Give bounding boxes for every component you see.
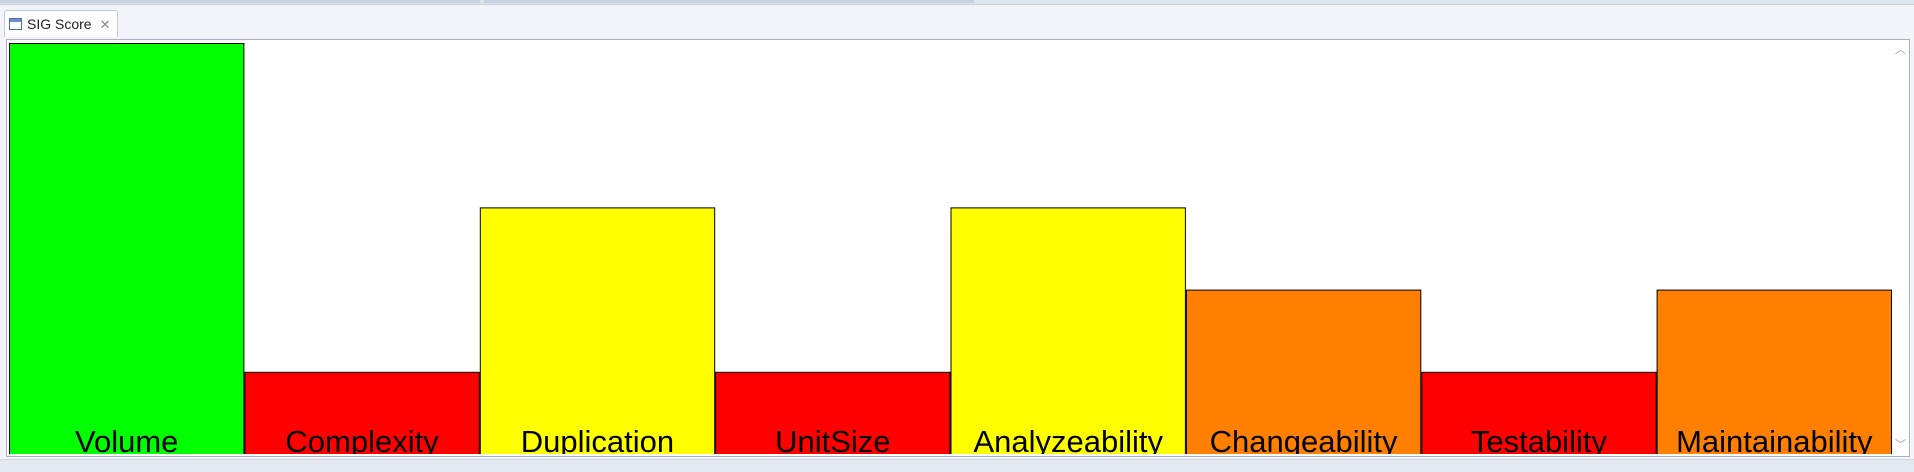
sig-score-view: SIG Score ✕ Volume Complexity Duplication U… xyxy=(0,4,1914,460)
top-strip-segment xyxy=(484,0,974,3)
bar-chart-svg: Volume Complexity Duplication UnitSize Analy… xyxy=(9,43,1892,454)
category-label-changeability: Changeability xyxy=(1210,424,1398,454)
top-strip-segment xyxy=(0,0,480,3)
tab-sig-score[interactable]: SIG Score ✕ xyxy=(4,10,118,37)
view-tab-bar: SIG Score ✕ xyxy=(0,5,1914,37)
tab-title: SIG Score xyxy=(27,16,92,32)
category-label-volume: Volume xyxy=(75,424,178,454)
bar-maintainability xyxy=(1656,289,1892,454)
bar-volume xyxy=(9,43,245,454)
workbench-top-strip xyxy=(0,0,1914,4)
category-label-maintainability: Maintainability xyxy=(1676,424,1873,454)
bar-analyzeability xyxy=(950,207,1186,454)
category-label-analyzeability: Analyzeability xyxy=(973,424,1163,454)
category-label-testability: Testability xyxy=(1471,424,1608,454)
workbench-bottom-strip xyxy=(0,459,1914,472)
category-label-complexity: Complexity xyxy=(285,424,439,454)
bar-unitsize xyxy=(715,371,951,454)
bar-testability xyxy=(1421,371,1657,454)
vertical-scrollbar[interactable]: ︿ ﹀ xyxy=(1892,40,1909,456)
close-icon[interactable]: ✕ xyxy=(99,16,111,32)
chart-frame: Volume Complexity Duplication UnitSize Analy… xyxy=(6,39,1910,457)
scroll-up-icon[interactable]: ︿ xyxy=(1895,44,1906,56)
view-window-icon xyxy=(9,18,22,30)
scroll-down-icon[interactable]: ﹀ xyxy=(1895,439,1906,451)
category-label-duplication: Duplication xyxy=(521,424,674,454)
bar-complexity xyxy=(244,371,480,454)
bar-duplication xyxy=(479,207,716,454)
bar-chart: Volume Complexity Duplication UnitSize Analy… xyxy=(9,42,1892,454)
bar-changeability xyxy=(1185,289,1422,454)
category-label-unitsize: UnitSize xyxy=(775,424,890,454)
